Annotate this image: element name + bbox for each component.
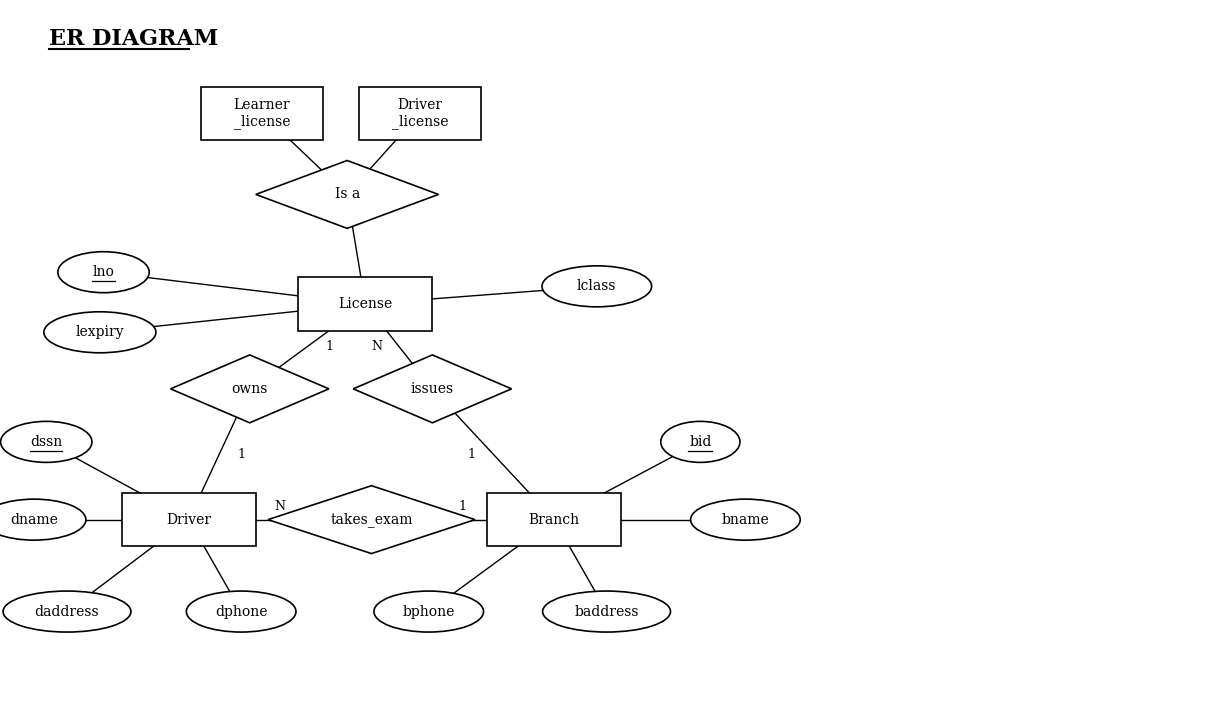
Ellipse shape <box>186 591 296 632</box>
Bar <box>201 87 323 140</box>
Text: bphone: bphone <box>402 604 456 619</box>
Text: Learner
_license: Learner _license <box>234 98 290 129</box>
Text: owns: owns <box>231 382 268 396</box>
Ellipse shape <box>542 266 652 307</box>
Polygon shape <box>256 160 438 228</box>
Ellipse shape <box>44 312 156 353</box>
Text: ER DIAGRAM: ER DIAGRAM <box>49 28 218 50</box>
Text: N: N <box>274 501 286 513</box>
Text: lno: lno <box>93 265 114 279</box>
Text: 1: 1 <box>325 340 334 353</box>
Bar <box>487 493 621 546</box>
Polygon shape <box>268 486 475 554</box>
Bar <box>122 493 256 546</box>
Polygon shape <box>353 355 512 423</box>
Bar <box>298 278 432 331</box>
Text: baddress: baddress <box>575 604 638 619</box>
Text: dssn: dssn <box>30 435 62 449</box>
Text: 1: 1 <box>238 448 245 461</box>
Ellipse shape <box>1 421 93 462</box>
Text: License: License <box>339 297 392 311</box>
Text: lclass: lclass <box>577 279 616 293</box>
Ellipse shape <box>660 421 739 462</box>
Text: issues: issues <box>410 382 454 396</box>
Text: bid: bid <box>689 435 711 449</box>
Text: dphone: dphone <box>214 604 268 619</box>
Ellipse shape <box>58 252 149 293</box>
Text: takes_exam: takes_exam <box>330 512 413 527</box>
Ellipse shape <box>374 591 484 632</box>
Text: N: N <box>371 340 382 353</box>
Polygon shape <box>171 355 329 423</box>
Ellipse shape <box>2 591 132 632</box>
Text: Driver: Driver <box>166 513 212 527</box>
Ellipse shape <box>0 499 85 540</box>
Text: 1: 1 <box>468 448 475 461</box>
Text: Branch: Branch <box>529 513 580 527</box>
Text: dname: dname <box>10 513 58 527</box>
Text: Driver
_license: Driver _license <box>392 98 448 129</box>
Text: bname: bname <box>721 513 770 527</box>
Text: 1: 1 <box>459 501 466 513</box>
Text: lexpiry: lexpiry <box>76 325 124 339</box>
Text: Is a: Is a <box>335 187 359 201</box>
Ellipse shape <box>542 591 670 632</box>
Ellipse shape <box>691 499 800 540</box>
Text: daddress: daddress <box>34 604 100 619</box>
Bar <box>359 87 481 140</box>
